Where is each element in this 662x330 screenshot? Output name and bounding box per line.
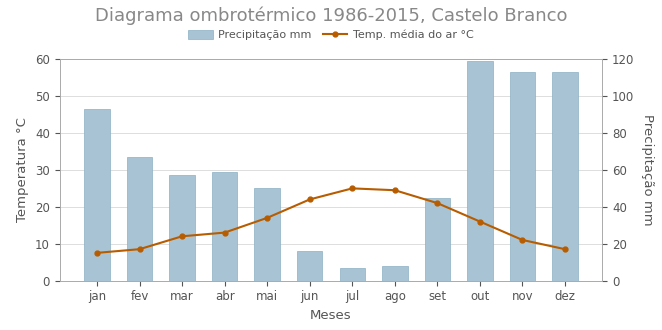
Bar [382,266,408,280]
Y-axis label: Temperatura °C: Temperatura °C [17,117,29,222]
Bar [510,72,535,280]
Y-axis label: Precipitação mm: Precipitação mm [641,114,654,226]
Bar [297,251,322,280]
Bar [552,72,578,280]
Bar [84,109,110,280]
Bar [254,188,280,280]
Bar [169,176,195,280]
Bar [127,157,152,280]
X-axis label: Meses: Meses [310,309,352,322]
Legend: Precipitação mm, Temp. média do ar °C: Precipitação mm, Temp. média do ar °C [184,25,478,45]
Bar [340,268,365,280]
Bar [467,61,493,280]
Bar [212,172,238,280]
Bar [424,198,450,280]
Title: Diagrama ombrotérmico 1986-2015, Castelo Branco: Diagrama ombrotérmico 1986-2015, Castelo… [95,6,567,24]
